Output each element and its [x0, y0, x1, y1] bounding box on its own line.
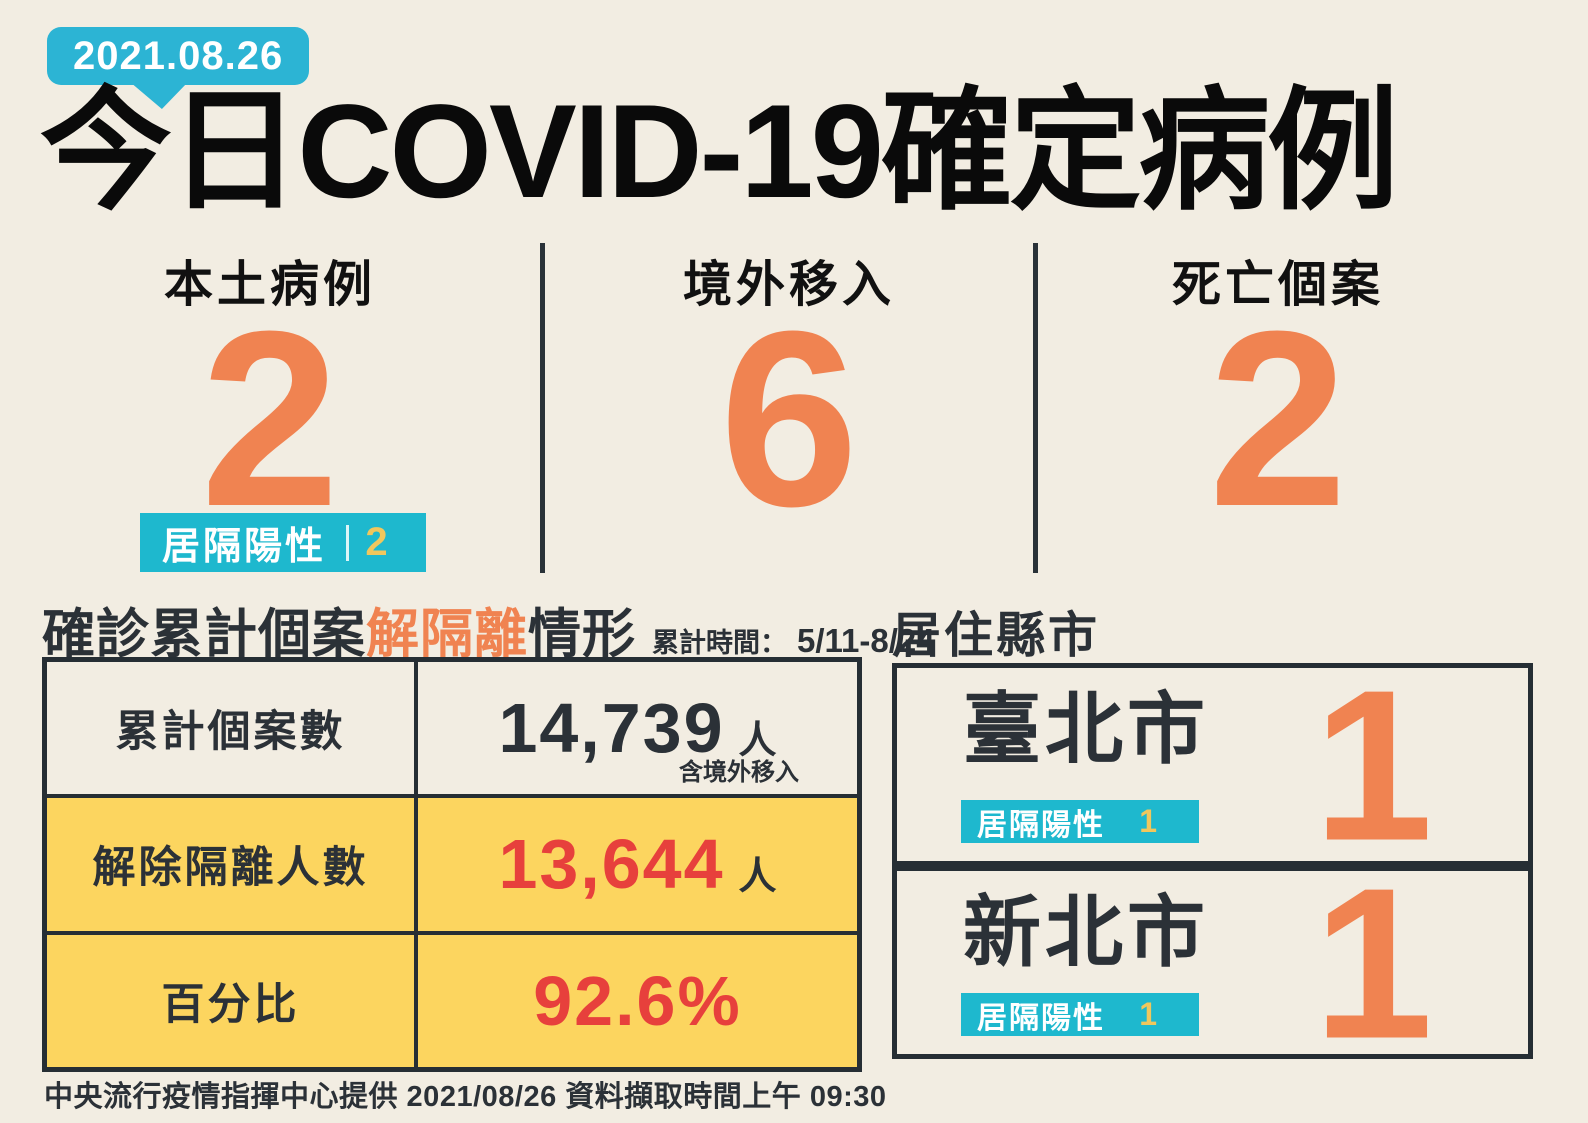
badge-divider [346, 524, 350, 561]
isolation-title-part2: 情形 [528, 605, 636, 664]
city-badge-label: 居隔陽性 [977, 808, 1105, 842]
percentage-label: 百分比 [47, 934, 418, 1067]
table-row-cumulative: 累計個案數 14,739 人 含境外移入 [47, 662, 857, 795]
death-cases-label: 死亡個案 [1171, 258, 1384, 312]
imported-cases-value: 6 [719, 279, 859, 558]
period-value: 5/11-8/24 [797, 622, 935, 659]
city-quarantine-badge: 居隔陽性 1 [961, 800, 1199, 843]
local-cases-value: 2 [200, 279, 340, 558]
death-cases-value: 2 [1208, 279, 1348, 558]
isolation-section-header: 確診累計個案 解隔離 情形 累計時間： 5/11-8/24 [42, 592, 935, 668]
released-count-unit: 人 [738, 855, 777, 898]
city-badge-label: 居隔陽性 [977, 1001, 1105, 1035]
city-box-newtaipei: 新北市 居隔陽性 1 1 [892, 855, 1533, 1070]
percentage-value: 92.6% [533, 961, 742, 1040]
cumulative-cases-value: 14,739 [498, 689, 725, 768]
date-badge-text: 2021.08.26 [73, 33, 284, 78]
city-case-count: 1 [1313, 644, 1433, 885]
isolation-title-part1: 確診累計個案 [42, 605, 366, 664]
cumulative-cases-cell: 14,739 人 含境外移入 [418, 662, 857, 794]
city-case-count: 1 [1313, 842, 1433, 1083]
local-quarantine-badge: 居隔陽性 2 [140, 513, 426, 572]
source-attribution: 中央流行疫情指揮中心提供 2021/08/26 資料擷取時間上午 09:30 [44, 1081, 887, 1113]
quarantine-badge-value: 2 [365, 520, 388, 564]
city-name: 新北市 [963, 888, 1210, 976]
cumulative-cases-label: 累計個案數 [47, 662, 418, 795]
table-row-released: 解除隔離人數 13,644 人 [47, 794, 857, 931]
cumulative-cases-unit: 人 [738, 719, 777, 762]
quarantine-badge-label: 居隔陽性 [162, 526, 327, 568]
residence-section-title: 居住縣市 [892, 609, 1101, 663]
city-quarantine-badge: 居隔陽性 1 [961, 993, 1199, 1036]
city-box-taipei: 臺北市 居隔陽性 1 1 [892, 657, 1533, 872]
imported-cases-label: 境外移入 [682, 258, 895, 312]
city-badge-value: 1 [1139, 803, 1157, 839]
daily-summary: 本土病例 2 境外移入 6 死亡個案 2 [0, 243, 1588, 575]
local-cases-label: 本土病例 [163, 258, 376, 312]
released-count-value: 13,644 [498, 825, 725, 904]
summary-column-deaths: 死亡個案 2 [1038, 243, 1588, 575]
page-title: 今日COVID-19確定病例 [40, 78, 1399, 226]
table-row-percentage: 百分比 92.6% [47, 930, 857, 1067]
period-label: 累計時間： [652, 628, 787, 658]
percentage-cell: 92.6% [418, 935, 857, 1067]
released-count-cell: 13,644 人 [418, 798, 857, 930]
city-name: 臺北市 [963, 685, 1210, 773]
column-divider [1033, 243, 1038, 573]
isolation-title-orange: 解隔離 [366, 605, 528, 664]
released-count-label: 解除隔離人數 [47, 798, 418, 931]
column-divider [540, 243, 545, 573]
summary-column-local: 本土病例 2 [0, 243, 540, 575]
cumulative-cases-note: 含境外移入 [679, 759, 799, 787]
date-badge: 2021.08.26 [47, 27, 310, 85]
isolation-table: 累計個案數 14,739 人 含境外移入 解除隔離人數 13,644 人 百分比… [42, 657, 862, 1072]
summary-column-imported: 境外移入 6 [545, 243, 1033, 575]
city-badge-value: 1 [1139, 996, 1157, 1032]
